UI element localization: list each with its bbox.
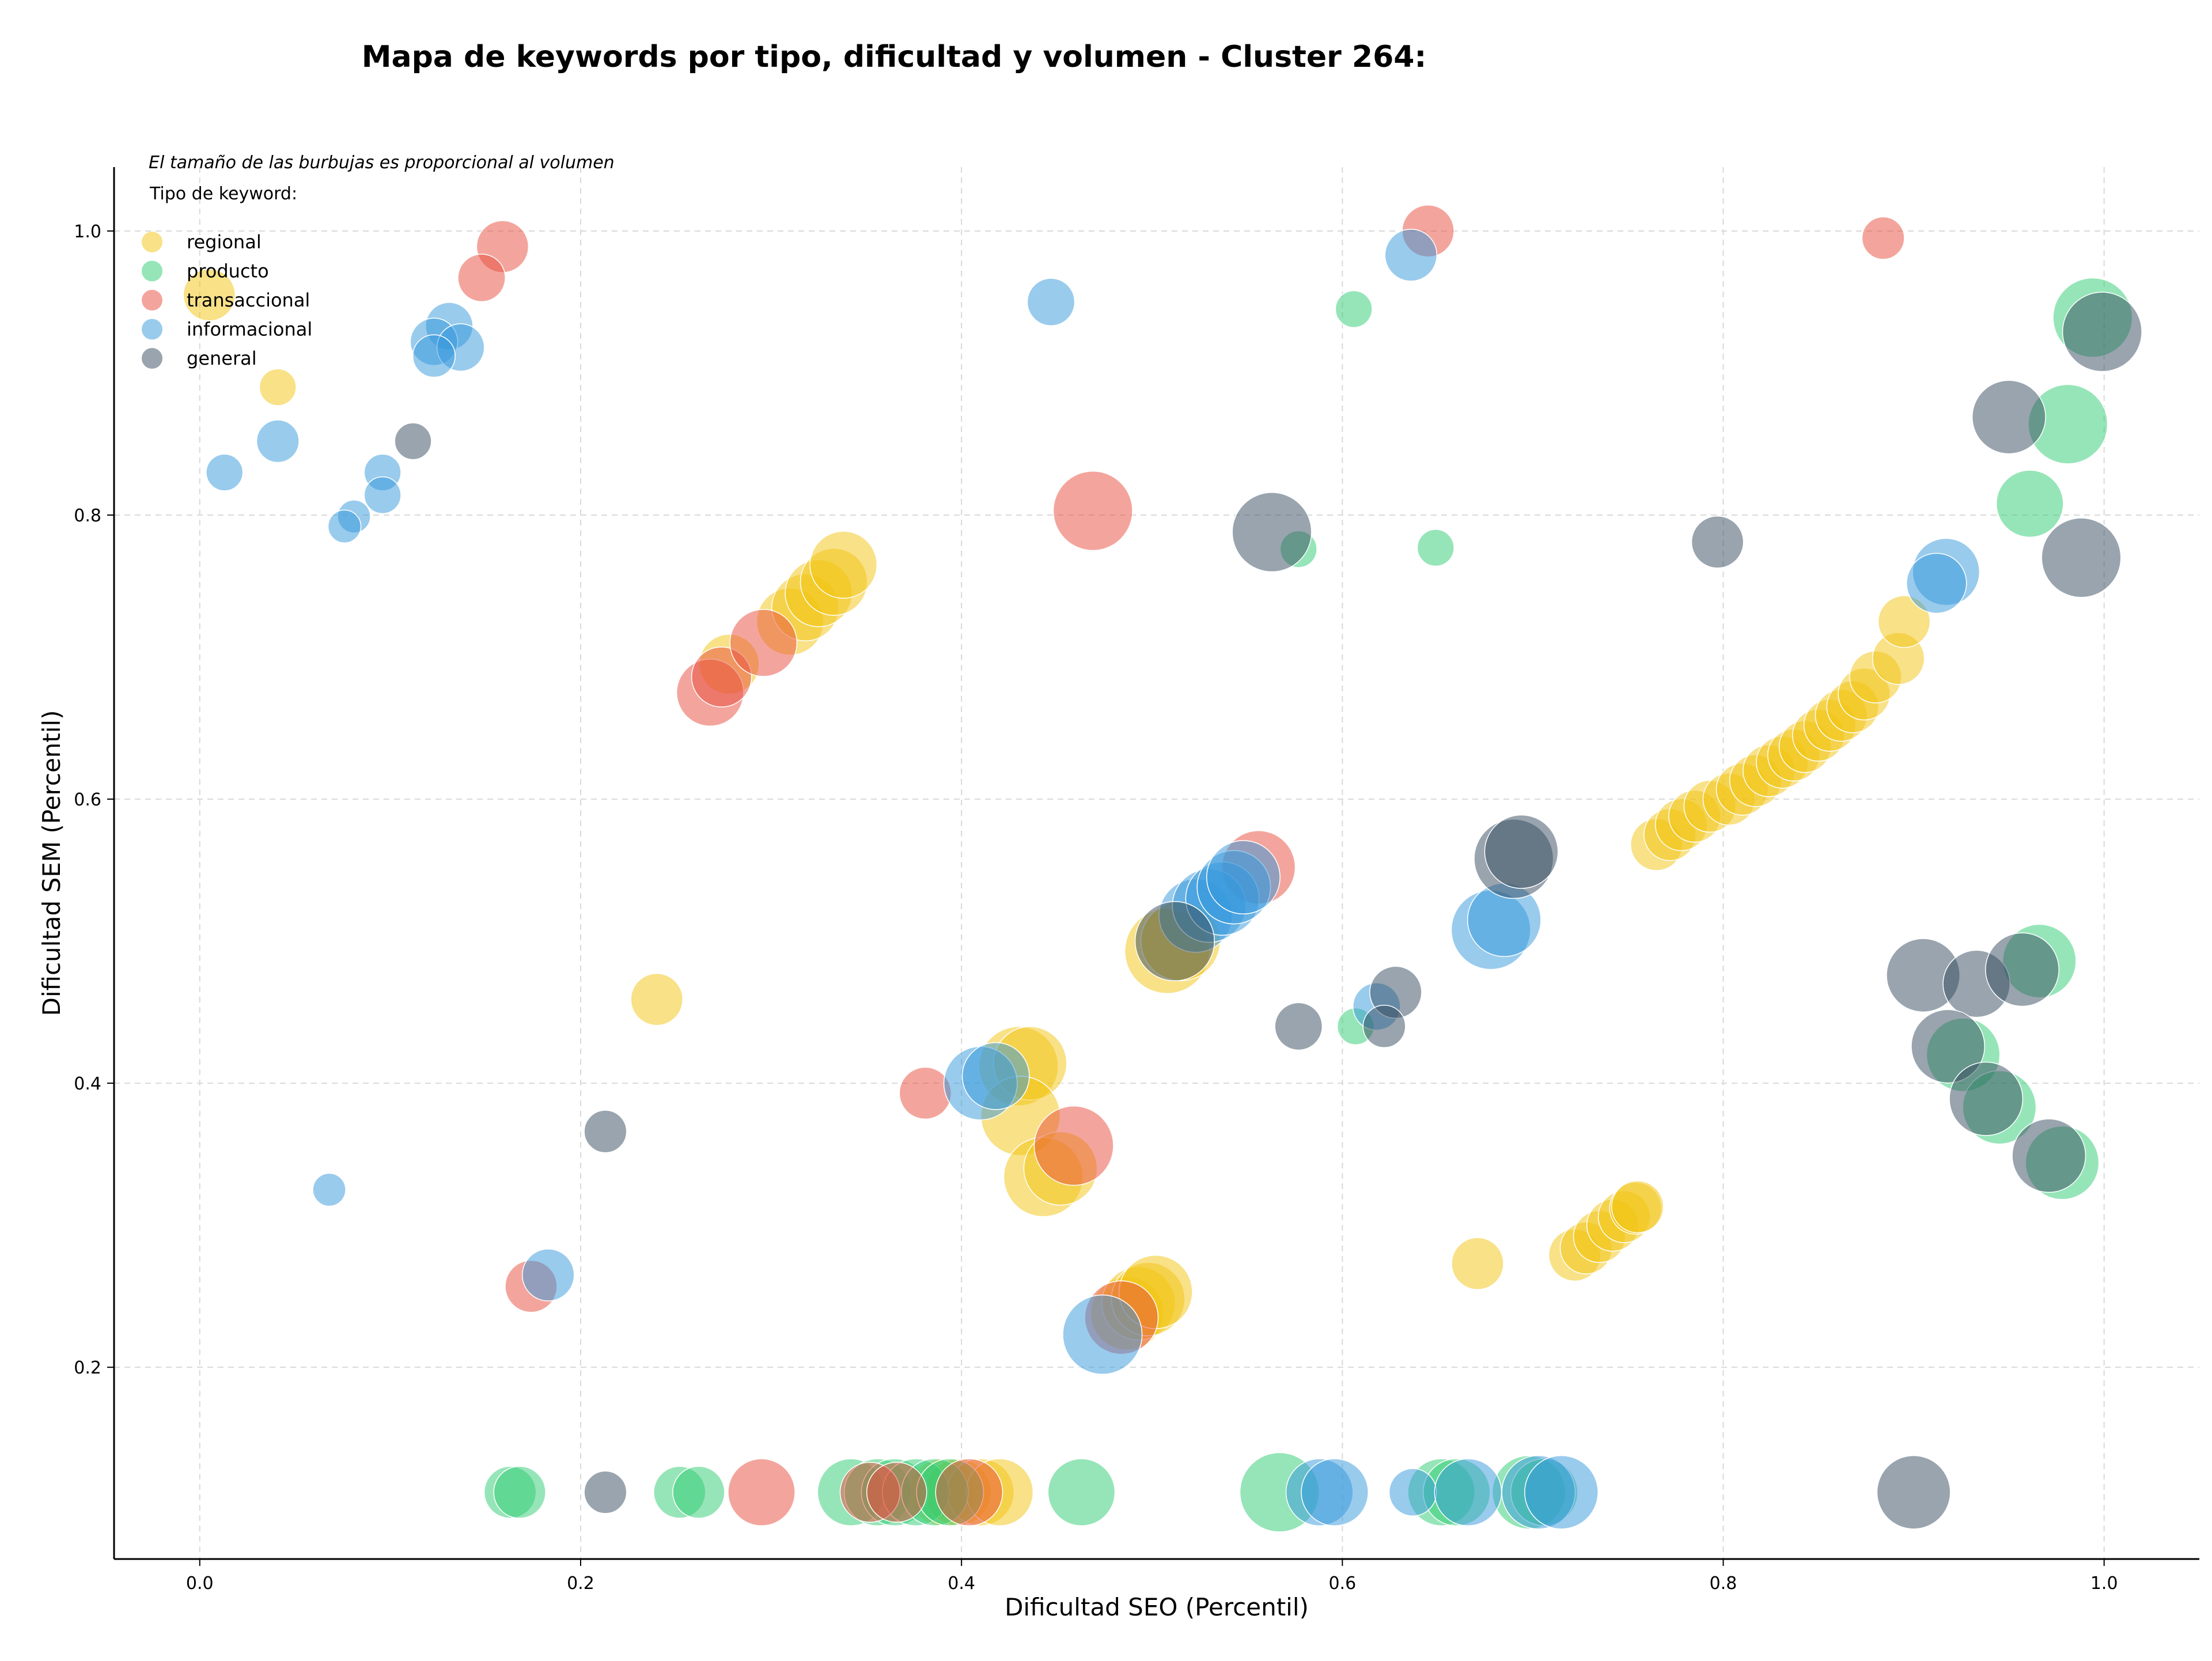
- bubble-informacional: [312, 1172, 346, 1207]
- bubble-regional: [1877, 595, 1931, 648]
- legend-marker-regional: [142, 232, 162, 252]
- legend-label-informacional: informacional: [187, 319, 312, 340]
- bubble-regional: [1451, 1237, 1504, 1290]
- legend-marker-producto: [142, 260, 162, 282]
- bubble-informacional: [1388, 1468, 1437, 1516]
- legend-label-regional: regional: [187, 231, 262, 253]
- bubble-transaccional: [457, 253, 506, 302]
- legend-label-producto: producto: [187, 260, 269, 282]
- bubble-general: [1985, 932, 2059, 1007]
- x-tick-label: 0.4: [948, 1573, 975, 1594]
- bubble-producto: [672, 1466, 725, 1519]
- legend-marker-transaccional: [142, 290, 162, 311]
- bubble-transaccional: [729, 608, 798, 677]
- bubble-general: [584, 1110, 627, 1153]
- bubble-general: [1274, 1002, 1323, 1051]
- bubble-informacional: [1434, 1458, 1502, 1527]
- bubble-informacional: [1062, 1294, 1143, 1375]
- x-axis-label: Dificultad SEO (Percentil): [1005, 1593, 1309, 1621]
- bubble-general: [1232, 492, 1312, 573]
- y-tick-label: 1.0: [74, 222, 101, 242]
- bubble-general: [1134, 901, 1215, 982]
- bubble-transaccional: [899, 1066, 952, 1120]
- legend-marker-informacional: [142, 319, 162, 340]
- bubble-informacional: [327, 509, 362, 543]
- bubble-general: [1362, 1004, 1406, 1049]
- bubble-regional: [630, 973, 683, 1026]
- bubble-informacional: [1206, 840, 1281, 915]
- bubble-regional: [259, 368, 297, 406]
- legend-label-general: general: [187, 347, 257, 369]
- y-tick-label: 0.8: [74, 506, 101, 526]
- grid-lines: [114, 167, 2199, 1559]
- bubble-producto: [1416, 529, 1455, 567]
- bubble-general: [1949, 1061, 2024, 1136]
- bubble-informacional: [1027, 278, 1075, 327]
- chart-title: Mapa de keywords por tipo, dificultad y …: [362, 40, 1427, 74]
- legend-marker-general: [142, 348, 162, 369]
- bubble-informacional: [1301, 1458, 1369, 1527]
- y-tick-label: 0.6: [74, 790, 101, 810]
- bubble-general: [2062, 292, 2142, 372]
- bubble-producto: [493, 1466, 546, 1519]
- y-tick-label: 0.2: [74, 1358, 101, 1378]
- bubble-transaccional: [935, 1458, 1003, 1527]
- legend-label-transaccional: transaccional: [187, 289, 310, 311]
- tick-layer: 0.0 0.2 0.4 0.6 0.8 1.0 0.2 0.4 0.6 0.8 1.0: [74, 222, 2118, 1594]
- bubble-transaccional: [866, 1462, 927, 1523]
- bubble-informacional: [1384, 229, 1438, 282]
- bubble-transaccional: [1033, 1106, 1114, 1186]
- x-tick-label: 0.2: [567, 1573, 594, 1594]
- bubble-regional: [1611, 1180, 1664, 1234]
- legend: regional producto transaccional informacion…: [142, 231, 312, 369]
- bubble-informacional: [961, 1042, 1030, 1110]
- x-tick-label: 0.6: [1328, 1573, 1356, 1594]
- bubble-general: [2012, 1118, 2086, 1193]
- bubble-transaccional: [1052, 471, 1133, 551]
- bubble-informacional: [1906, 553, 1967, 614]
- bubble-producto: [1335, 290, 1373, 328]
- bubble-informacional: [1524, 1455, 1599, 1530]
- bubble-size-note: El tamaño de las burbujas es proporciona…: [149, 153, 615, 173]
- bubble-general: [2041, 517, 2122, 598]
- bubble-layer: [183, 205, 2142, 1533]
- x-tick-label: 1.0: [2090, 1573, 2118, 1594]
- bubble-regional: [183, 268, 236, 321]
- x-tick-label: 0.0: [186, 1573, 214, 1594]
- bubble-producto: [1995, 470, 2064, 538]
- bubble-general: [1911, 1009, 1986, 1084]
- bubble-informacional: [412, 334, 456, 378]
- y-tick-label: 0.4: [74, 1074, 101, 1094]
- bubble-regional: [809, 531, 878, 599]
- bubble-producto: [1047, 1458, 1116, 1527]
- bubble-general: [1691, 516, 1744, 569]
- x-tick-label: 0.8: [1710, 1573, 1737, 1594]
- bubble-transaccional: [728, 1458, 796, 1527]
- bubble-general: [1971, 380, 2046, 455]
- bubble-general: [1484, 814, 1559, 889]
- bubble-general: [1876, 1455, 1951, 1530]
- bubble-general: [394, 422, 432, 460]
- bubble-informacional: [256, 419, 300, 463]
- bubble-general: [584, 1470, 627, 1514]
- y-axis-label: Dificultad SEM (Percentil): [37, 710, 66, 1016]
- bubble-informacional: [521, 1248, 575, 1301]
- bubble-transaccional: [1861, 216, 1905, 260]
- bubble-informacional: [363, 476, 402, 514]
- bubble-informacional: [206, 453, 244, 491]
- legend-title: Tipo de keyword:: [149, 184, 297, 204]
